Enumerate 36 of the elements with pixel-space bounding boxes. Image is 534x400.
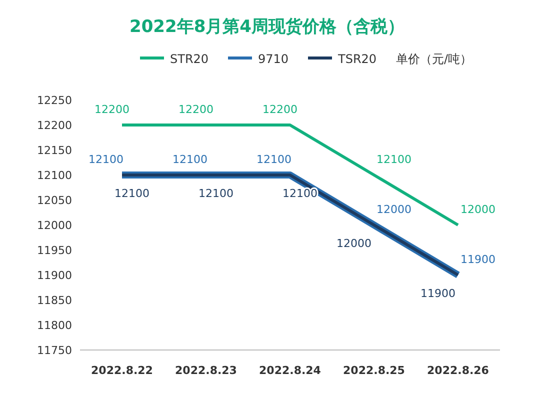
data-label: 12100: [282, 187, 318, 200]
data-label: 12000: [336, 237, 372, 250]
data-label: 12200: [262, 103, 298, 116]
data-label: 12200: [178, 103, 214, 116]
data-label: 12100: [114, 187, 150, 200]
y-tick-label: 12050: [37, 194, 72, 207]
data-label: 12100: [198, 187, 234, 200]
data-label: 12200: [94, 103, 130, 116]
legend-label: 9710: [258, 52, 289, 66]
y-tick-label: 11750: [37, 344, 72, 357]
data-label: 12000: [376, 203, 412, 216]
data-label: 12100: [172, 153, 208, 166]
data-label: 12100: [376, 153, 412, 166]
data-label: 11900: [460, 253, 496, 266]
x-tick-label: 2022.8.25: [343, 364, 405, 377]
data-label: 12100: [88, 153, 124, 166]
y-tick-label: 12150: [37, 144, 72, 157]
legend-label: STR20: [170, 52, 209, 66]
data-label: 12000: [460, 203, 496, 216]
y-tick-label: 12100: [37, 169, 72, 182]
y-tick-label: 11950: [37, 244, 72, 257]
x-tick-label: 2022.8.23: [175, 364, 237, 377]
y-tick-label: 11850: [37, 294, 72, 307]
x-tick-label: 2022.8.26: [427, 364, 490, 377]
y-tick-label: 12200: [37, 119, 72, 132]
y-tick-label: 11900: [37, 269, 72, 282]
y-tick-label: 12250: [37, 94, 72, 107]
x-tick-label: 2022.8.24: [259, 364, 322, 377]
data-label: 12100: [256, 153, 292, 166]
x-tick-label: 2022.8.22: [91, 364, 153, 377]
y-tick-label: 12000: [37, 219, 72, 232]
y-tick-label: 11800: [37, 319, 72, 332]
y-axis-title: 单价（元/吨）: [396, 52, 472, 66]
legend-label: TSR20: [337, 52, 377, 66]
chart-title: 2022年8月第4周现货价格（含税）: [130, 17, 404, 37]
data-label: 11900: [420, 287, 456, 300]
